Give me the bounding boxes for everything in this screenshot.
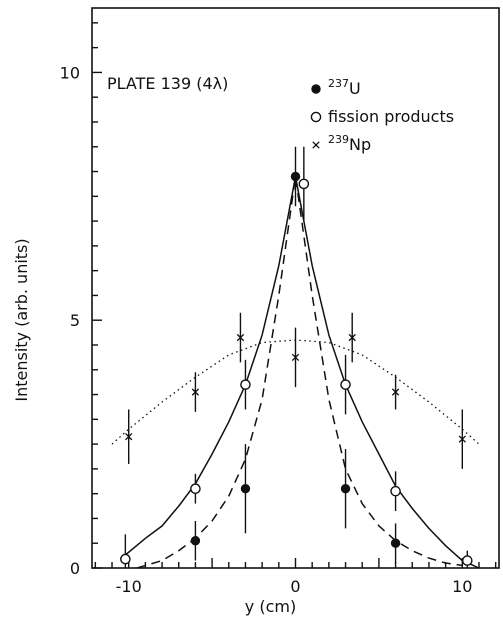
data-point-filled-circle	[311, 84, 321, 94]
data-point-cross	[458, 435, 466, 443]
legend-mass-number: 239	[328, 133, 349, 146]
cross-stroke	[125, 433, 133, 441]
data-point-open-circle	[310, 111, 322, 123]
data-point-open-circle	[390, 485, 401, 497]
data-point-filled-circle	[340, 484, 351, 494]
data-point-open-circle	[120, 553, 131, 565]
x-tick-label: 0	[290, 577, 300, 596]
legend-element: Np	[349, 135, 371, 154]
legend-label: 237U	[328, 77, 361, 98]
data-point-cross	[236, 333, 245, 342]
x-tick-label: 10	[452, 577, 472, 596]
cross-stroke	[191, 388, 200, 396]
data-point-cross	[125, 433, 133, 441]
cross-stroke	[291, 353, 300, 362]
plot-annotation: PLATE 139 (4λ)	[107, 74, 228, 93]
data-point-cross	[191, 388, 200, 396]
data-point-cross	[348, 333, 356, 342]
y-tick-label: 0	[70, 559, 80, 578]
data-point-filled-circle	[390, 538, 401, 548]
cross-stroke	[236, 333, 245, 342]
data-point-open-circle	[340, 379, 351, 390]
data-point-filled-circle	[240, 484, 251, 494]
data-point-open-circle	[190, 483, 201, 495]
data-point-open-circle	[298, 178, 310, 190]
data-point-cross	[291, 353, 300, 362]
legend-label: fission products	[328, 107, 454, 126]
axes	[91, 7, 500, 569]
data-point-open-circle	[462, 555, 473, 566]
cross-stroke	[458, 435, 466, 443]
data-point-cross	[391, 388, 400, 396]
cross-stroke	[391, 388, 400, 396]
curve-solid	[119, 176, 480, 569]
legend-mass-number: 237	[328, 77, 349, 90]
y-axis-label: Intensity (arb. units)	[12, 238, 31, 401]
data-point-filled-circle	[190, 536, 201, 546]
data-point-open-circle	[240, 379, 251, 390]
cross-stroke	[312, 141, 320, 149]
y-tick-label: 10	[60, 63, 80, 82]
data-point-filled-circle	[290, 171, 301, 182]
y-tick-label: 5	[70, 311, 80, 330]
x-axis-label: y (cm)	[245, 597, 296, 616]
legend-element: U	[349, 79, 361, 98]
labels: -10 0 10 0 5 10 y (cm) Intensity (arb. units) PL…	[12, 63, 472, 616]
legend-label: 239Np	[328, 133, 371, 154]
data-markers	[120, 171, 473, 566]
cross-stroke	[348, 333, 356, 342]
x-tick-label: -10	[116, 577, 142, 596]
data-point-cross	[312, 141, 320, 149]
